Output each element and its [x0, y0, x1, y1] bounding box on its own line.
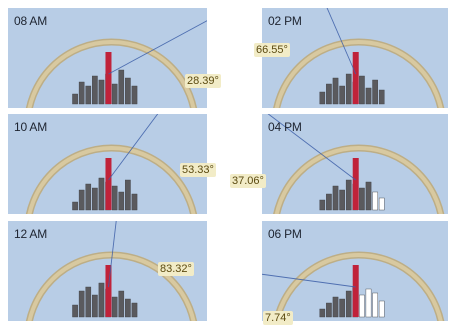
building-bar [346, 291, 351, 317]
building-bar [132, 86, 137, 104]
building-bar [125, 299, 130, 317]
focus-building-marker [353, 265, 359, 317]
building-bar [86, 287, 91, 317]
sun-angle-label: 37.06° [230, 174, 266, 188]
sun-angle-label: 53.33° [180, 163, 216, 177]
building-bar [320, 92, 325, 104]
building-bar [79, 291, 84, 317]
focus-building-marker [105, 158, 111, 210]
building-bar [79, 82, 84, 104]
sun-angle-label: 28.39° [185, 74, 221, 88]
building-bar [86, 86, 91, 104]
building-bar [359, 76, 364, 104]
building-bar [86, 184, 91, 210]
panel-10-am: 10 AM [8, 114, 207, 214]
building-bar [72, 305, 77, 317]
building-bar [320, 200, 325, 210]
panel-06-pm: 06 PM [262, 221, 448, 321]
building-bar [359, 295, 364, 317]
building-bar [92, 76, 97, 104]
building-bar [366, 182, 371, 210]
building-bar [320, 309, 325, 317]
building-bar [112, 186, 117, 210]
building-bar [340, 86, 345, 104]
sun-angle-label: 83.32° [158, 262, 194, 276]
building-bar [125, 180, 130, 210]
building-bar [346, 74, 351, 104]
building-bar [379, 90, 384, 104]
building-bar [379, 198, 384, 210]
building-bar [99, 80, 104, 104]
building-bar [379, 301, 384, 317]
focus-building-marker [105, 52, 111, 104]
sun-path-arc-inner [275, 148, 443, 214]
building-bar [333, 297, 338, 317]
sun-path-arc [275, 42, 443, 108]
sun-angle-label: 7.74° [263, 311, 293, 325]
building-bar [373, 192, 378, 210]
time-label: 10 AM [14, 120, 47, 134]
building-bar [340, 299, 345, 317]
time-label: 02 PM [268, 14, 302, 28]
sun-path-arc [275, 255, 443, 321]
building-bar [119, 192, 124, 210]
building-bar [333, 78, 338, 104]
building-bar [333, 186, 338, 210]
building-bar [99, 178, 104, 210]
building-bar [79, 190, 84, 210]
sun-path-arc-inner [275, 255, 443, 321]
building-bar [326, 84, 331, 104]
time-label: 08 AM [14, 14, 47, 28]
panel-08-am: 08 AM [8, 8, 207, 108]
panel-04-pm: 04 PM [262, 114, 448, 214]
building-bar [326, 194, 331, 210]
building-bar [366, 289, 371, 317]
building-bar [373, 80, 378, 104]
building-bar [359, 188, 364, 210]
building-bar [92, 188, 97, 210]
building-bar [340, 190, 345, 210]
panel-02-pm: 02 PM [262, 8, 448, 108]
building-bar [326, 303, 331, 317]
building-bar [119, 291, 124, 317]
building-bar [92, 295, 97, 317]
building-bar [132, 303, 137, 317]
building-bar [119, 70, 124, 104]
focus-building-marker [353, 52, 359, 104]
time-label: 12 AM [14, 227, 47, 241]
building-bar [373, 293, 378, 317]
building-bar [346, 180, 351, 210]
building-bar [125, 78, 130, 104]
building-bar [72, 202, 77, 210]
sun-path-arc [275, 148, 443, 214]
building-bar [366, 88, 371, 104]
time-label: 04 PM [268, 120, 302, 134]
building-bar [112, 297, 117, 317]
focus-building-marker [353, 158, 359, 210]
building-bar [99, 283, 104, 317]
sun-angle-label: 66.55° [254, 43, 290, 57]
building-bar [132, 194, 137, 210]
time-label: 06 PM [268, 227, 302, 241]
building-bar [72, 94, 77, 104]
building-bar [112, 84, 117, 104]
sun-path-arc-inner [275, 42, 443, 108]
